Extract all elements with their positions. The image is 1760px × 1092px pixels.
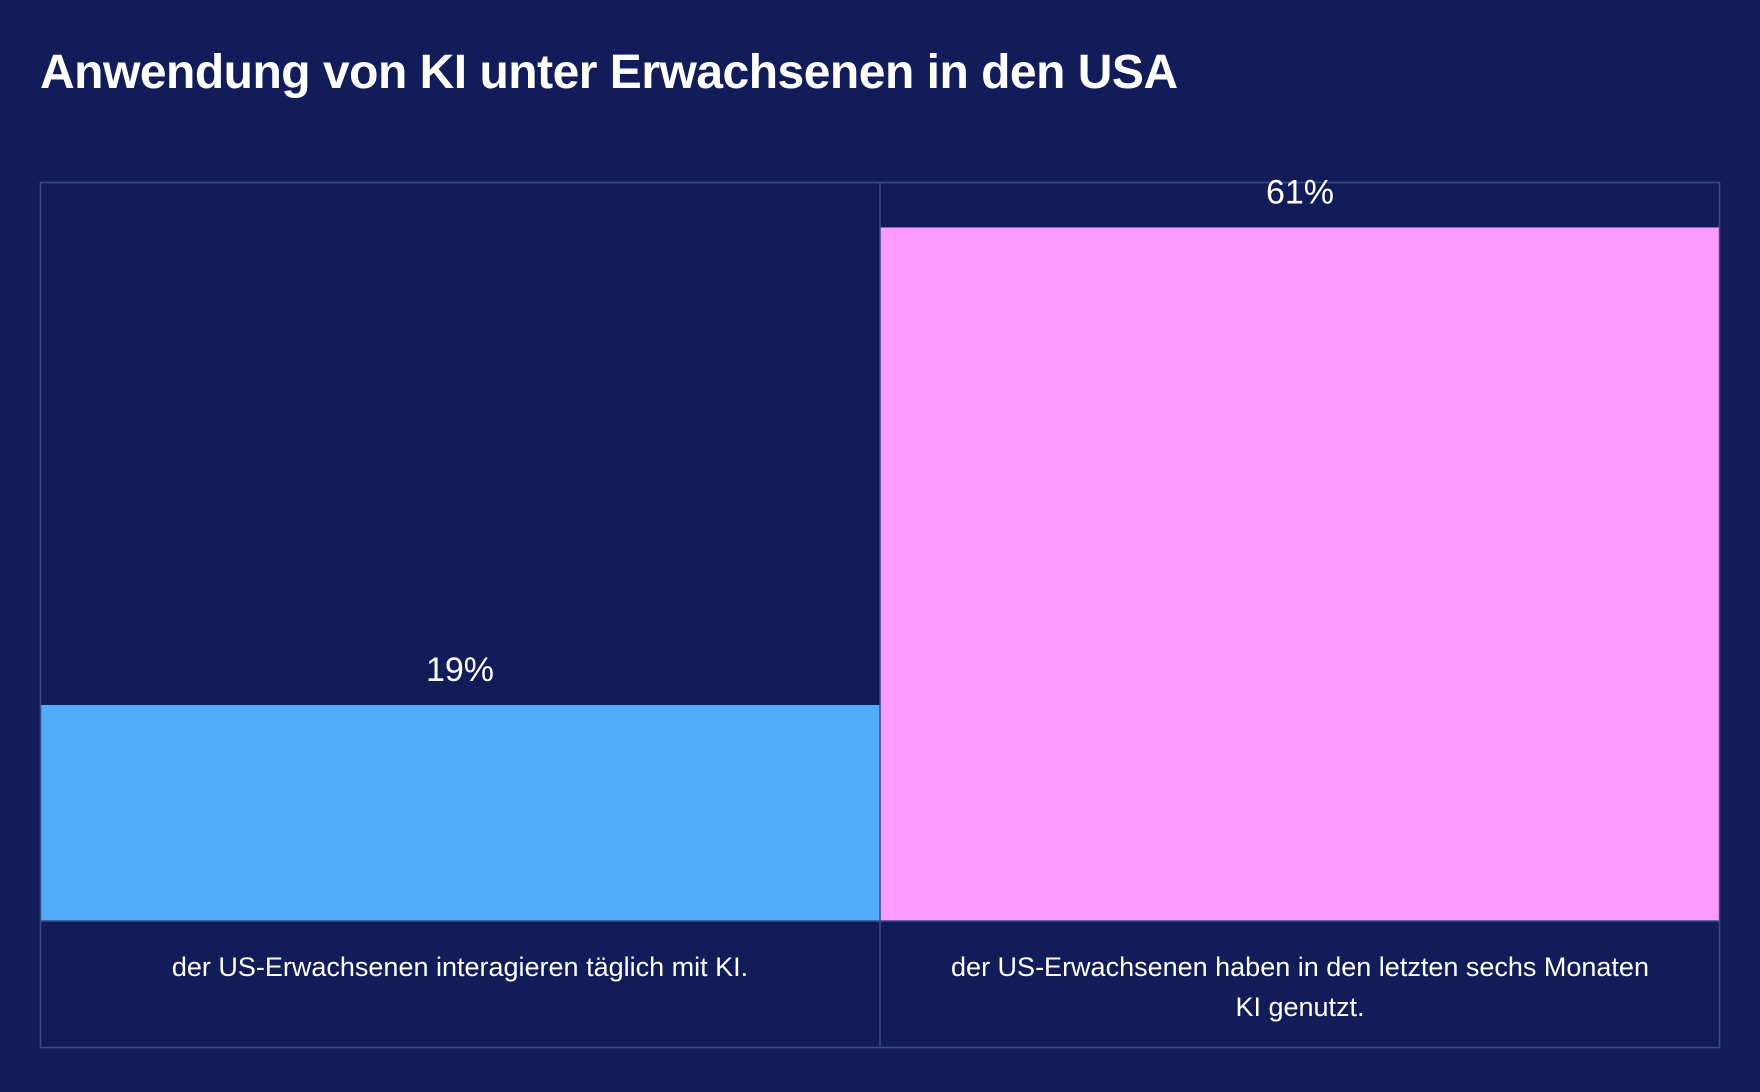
value-label-1: 19% [426,651,494,689]
value-label-2: 61% [1266,173,1334,211]
category-label-2: der US-Erwachsenen haben in den letzten … [951,952,1649,1022]
category-label-1: der US-Erwachsenen interagieren täglich … [171,952,749,982]
bar-2 [880,227,1720,921]
chart-title: Anwendung von KI unter Erwachsenen in de… [40,46,1178,99]
bar-1 [40,704,880,921]
